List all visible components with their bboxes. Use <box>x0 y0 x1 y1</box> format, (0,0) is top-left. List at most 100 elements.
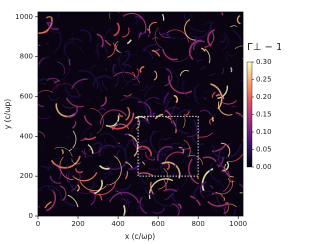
field-texture <box>216 189 223 205</box>
field-texture <box>134 116 149 122</box>
field-texture <box>44 201 52 209</box>
field-texture <box>67 163 83 179</box>
field-texture <box>69 147 78 150</box>
field-texture <box>54 146 73 157</box>
field-texture <box>71 171 81 192</box>
field-texture <box>98 193 103 201</box>
field-texture <box>67 95 75 103</box>
field-texture <box>158 134 165 155</box>
field-texture <box>68 38 84 43</box>
field-texture <box>38 81 47 84</box>
field-texture <box>109 112 135 130</box>
field-texture <box>118 113 124 118</box>
field-texture <box>193 120 197 132</box>
field-texture <box>134 15 142 20</box>
y-tick-label: 0 <box>29 212 33 220</box>
field-texture <box>152 207 165 214</box>
field-texture <box>137 101 152 116</box>
field-texture <box>169 158 177 179</box>
field-texture <box>49 175 62 184</box>
field-texture <box>103 138 111 149</box>
field-texture <box>107 155 122 186</box>
field-texture <box>184 19 196 41</box>
field-texture <box>222 32 229 51</box>
field-texture <box>168 75 193 94</box>
field-texture <box>146 28 151 34</box>
field-texture <box>178 146 185 154</box>
field-texture <box>76 184 80 192</box>
x-tick-label: 200 <box>71 220 84 228</box>
field-texture <box>38 189 43 191</box>
field-texture <box>113 71 140 84</box>
field-texture <box>66 97 84 108</box>
field-texture <box>219 100 237 105</box>
field-texture <box>67 194 79 208</box>
field-texture <box>127 137 137 141</box>
field-texture <box>172 188 179 204</box>
field-texture <box>64 85 83 98</box>
field-texture <box>124 136 139 163</box>
field-texture <box>203 12 205 13</box>
field-texture <box>222 161 230 172</box>
field-texture <box>84 99 93 104</box>
field-texture <box>51 83 80 97</box>
field-texture <box>48 18 54 31</box>
field-texture <box>38 17 53 34</box>
field-texture <box>234 45 243 49</box>
field-texture <box>199 181 207 193</box>
field-texture <box>63 41 74 53</box>
field-texture <box>235 112 243 117</box>
field-texture <box>122 65 130 84</box>
field-texture <box>140 174 148 185</box>
field-texture <box>72 172 98 182</box>
field-texture <box>112 63 116 74</box>
field-texture <box>182 80 191 99</box>
field-texture <box>163 188 178 193</box>
field-texture <box>118 12 127 14</box>
field-texture <box>41 165 51 171</box>
field-texture <box>166 29 189 43</box>
field-texture <box>226 9 230 11</box>
field-texture <box>170 142 185 146</box>
field-texture <box>204 48 211 64</box>
field-texture <box>115 190 123 196</box>
field-texture <box>38 102 45 107</box>
colorbar-label: Γ⊥ − 1 <box>247 42 281 53</box>
field-texture <box>154 27 162 49</box>
field-texture <box>212 144 226 153</box>
field-texture <box>239 79 243 83</box>
field-texture <box>132 84 139 86</box>
field-texture <box>221 170 230 178</box>
field-texture <box>52 155 62 160</box>
field-texture <box>226 50 234 57</box>
colorbar-tick-label: 0.10 <box>256 128 272 136</box>
field-texture <box>154 113 164 120</box>
field-texture <box>147 34 150 38</box>
field-texture <box>137 30 141 42</box>
field-texture <box>53 48 57 54</box>
field-texture <box>100 149 105 158</box>
colorbar-tick-label: 0.30 <box>256 58 272 66</box>
field-texture <box>211 91 216 98</box>
field-texture <box>148 154 156 158</box>
x-tick-label: 0 <box>36 220 40 228</box>
field-texture <box>96 33 104 48</box>
field-texture <box>115 54 141 74</box>
field-texture <box>50 155 81 169</box>
field-texture <box>84 136 97 141</box>
field-texture <box>188 158 200 185</box>
field-texture <box>59 156 74 181</box>
field-texture <box>40 185 62 201</box>
field-texture <box>163 99 169 110</box>
field-texture <box>38 44 41 46</box>
field-texture <box>94 179 103 194</box>
colorbar <box>246 61 253 168</box>
field-texture <box>183 117 186 128</box>
field-texture <box>38 56 50 68</box>
field-texture <box>98 108 106 111</box>
field-texture <box>68 172 95 194</box>
field-texture <box>105 184 119 194</box>
x-tick-label: 1000 <box>229 220 247 228</box>
field-texture <box>120 96 148 114</box>
field-texture <box>183 110 190 116</box>
